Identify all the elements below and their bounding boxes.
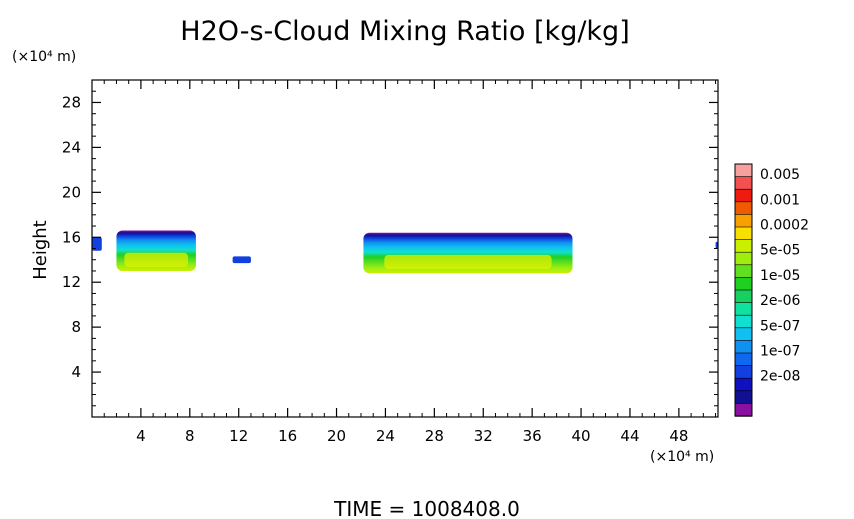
cloud-core-4 (384, 255, 552, 270)
x-tick-label: 48 (669, 427, 688, 445)
y-tick-label: 28 (62, 93, 81, 111)
colorbar-segment (734, 239, 753, 253)
cloud-region-1 (92, 237, 102, 251)
colorbar-label: 2e-08 (760, 369, 800, 385)
colorbar-segment (734, 188, 753, 203)
colorbar-segment (734, 289, 753, 304)
colorbar-segment (734, 176, 753, 190)
x-axis-unit-label: (×10⁴ m) (650, 449, 714, 465)
cloud-region-5 (715, 241, 718, 249)
y-tick-label: 20 (62, 183, 81, 201)
y-tick-label: 24 (62, 138, 81, 156)
y-tick-label: 12 (62, 273, 81, 291)
chart-title: H2O-s-Cloud Mixing Ratio [kg/kg] (180, 16, 629, 47)
colorbar: 0.005 0.001 0.0002 5e-05 1e-05 2e-06 5e-07 1e-0… (734, 163, 809, 417)
x-tick-label: 24 (376, 427, 395, 445)
colorbar-segment (734, 251, 753, 266)
cloud-region-3 (232, 256, 251, 264)
y-tick-label: 8 (71, 318, 81, 336)
colorbar-segment (734, 352, 753, 367)
y-axis-label: Height (30, 220, 51, 280)
y-tick-label: 4 (71, 363, 81, 381)
colorbar-segment (734, 365, 753, 379)
cloud-field (92, 230, 718, 274)
colorbar-segment (734, 226, 753, 241)
x-tick-label: 20 (327, 427, 346, 445)
x-axis-ticks: 4 8 12 16 20 24 28 32 36 40 44 48 (136, 80, 688, 445)
colorbar-label: 1e-07 (760, 343, 800, 359)
x-tick-label: 36 (523, 427, 542, 445)
x-tick-label: 16 (278, 427, 297, 445)
colorbar-label: 5e-07 (760, 318, 800, 334)
colorbar-frame (734, 163, 753, 417)
colorbar-segment (734, 340, 753, 354)
x-tick-label: 40 (572, 427, 591, 445)
x-tick-label: 44 (620, 427, 639, 445)
colorbar-segment (734, 314, 753, 329)
cloud-core-2 (124, 252, 188, 267)
colorbar-label: 0.001 (760, 192, 800, 208)
y-axis-unit-label: (×10⁴ m) (12, 49, 76, 65)
colorbar-segment (734, 264, 753, 279)
time-label: TIME = 1008408.0 (333, 497, 520, 519)
x-tick-label: 8 (185, 427, 195, 445)
plot-axes (91, 79, 719, 418)
colorbar-segment (734, 214, 753, 228)
colorbar-segment (734, 403, 753, 417)
x-tick-label: 4 (136, 427, 146, 445)
colorbar-segment (734, 201, 753, 216)
y-axis-ticks: 4 8 12 16 20 24 28 (62, 93, 718, 381)
colorbar-segment (734, 390, 753, 405)
y-tick-label: 16 (62, 228, 81, 246)
colorbar-segment (734, 277, 753, 291)
colorbar-label: 0.0002 (760, 217, 809, 233)
x-tick-label: 12 (229, 427, 248, 445)
colorbar-segment (734, 377, 753, 392)
colorbar-label: 1e-05 (760, 268, 800, 284)
colorbar-label: 0.005 (760, 167, 800, 183)
colorbar-segment (734, 302, 753, 316)
colorbar-segment (734, 163, 753, 178)
colorbar-label: 5e-05 (760, 243, 800, 259)
colorbar-segment (734, 327, 753, 342)
x-tick-label: 28 (425, 427, 444, 445)
colorbar-label: 2e-06 (760, 293, 800, 309)
x-tick-label: 32 (474, 427, 493, 445)
